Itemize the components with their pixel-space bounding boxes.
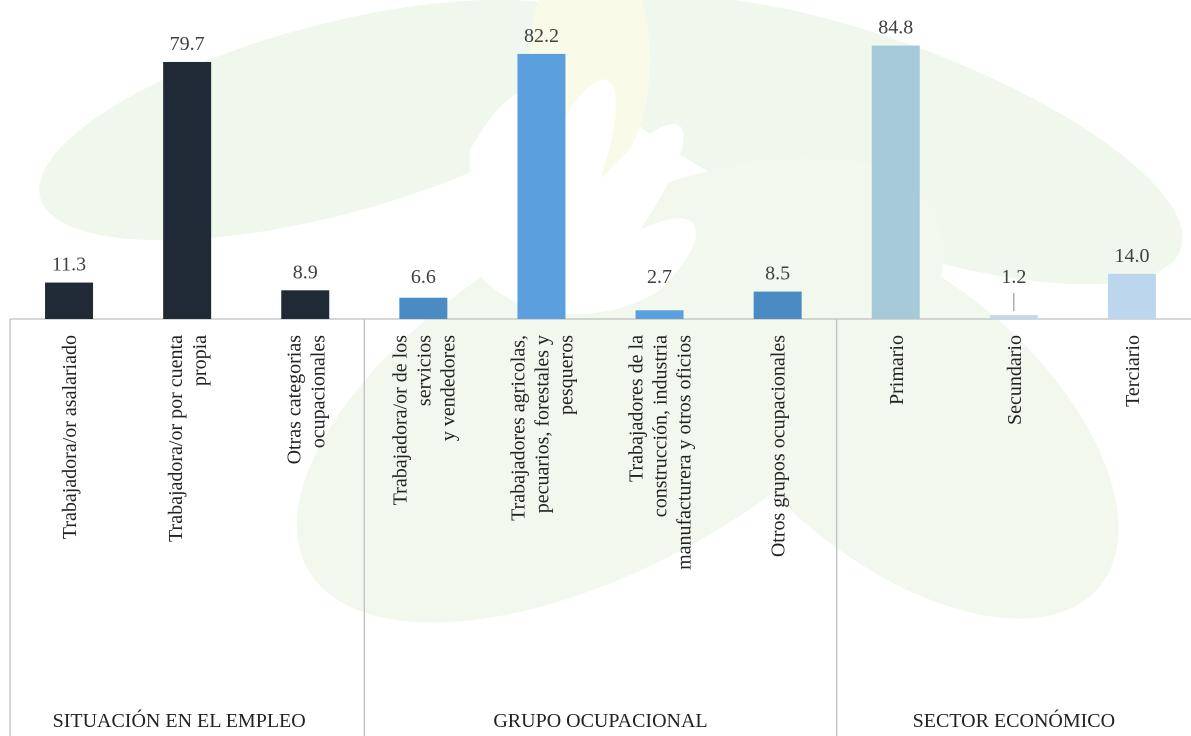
value-label: 79.7: [170, 33, 205, 55]
category-label: Otras categorias ocupacionales: [283, 335, 329, 465]
category-label: Primario: [886, 335, 908, 405]
group-label: SECTOR ECONÓMICO: [913, 708, 1115, 732]
bar: [163, 61, 212, 319]
value-label: 84.8: [878, 17, 913, 39]
bar: [871, 45, 920, 320]
bar: [399, 297, 448, 319]
value-label: 82.2: [524, 25, 559, 47]
value-label: 8.5: [765, 263, 790, 285]
category-label: Otros grupos ocupacionales: [768, 335, 790, 557]
value-label: 14.0: [1114, 245, 1149, 267]
value-label: 11.3: [52, 254, 86, 276]
value-label: 1.2: [1001, 266, 1026, 288]
group-label: SITUACIÓN EN EL EMPLEO: [53, 708, 306, 732]
group-label: GRUPO OCUPACIONAL: [493, 710, 707, 732]
category-label: Trabajadores de la construcción, industri…: [626, 335, 696, 570]
category-label: Trabajadora/or por cuenta propia: [165, 335, 211, 542]
bar: [989, 315, 1038, 319]
value-label: 8.9: [293, 261, 318, 283]
category-label: Secundario: [1004, 335, 1026, 425]
category-label: Trabajadora/or asalariado: [59, 335, 81, 539]
bar: [281, 290, 330, 319]
value-label: 2.7: [647, 266, 672, 288]
value-label: 6.6: [411, 266, 436, 288]
category-label: Trabajadora/or de los servicios y vendedor…: [389, 335, 459, 506]
category-label: Trabajadores agricolas, pecuarios, forest…: [507, 335, 577, 521]
bar: [45, 282, 94, 319]
bar: [1107, 273, 1156, 319]
bar: [635, 310, 684, 319]
bar: [753, 291, 802, 319]
bar: [517, 53, 566, 319]
category-label: Terciario: [1122, 335, 1144, 407]
